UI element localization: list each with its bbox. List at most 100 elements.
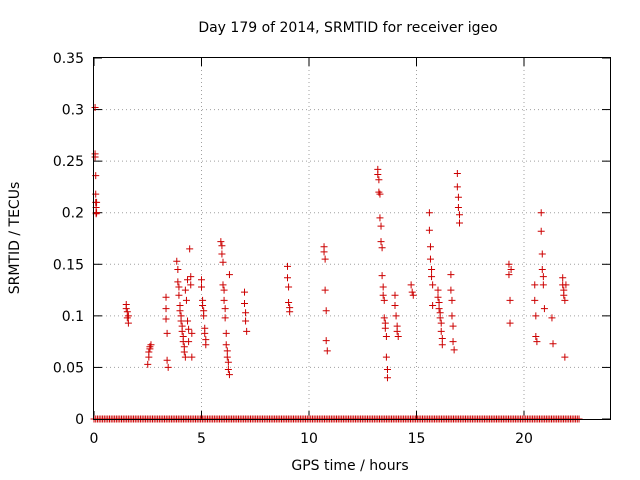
data-point (532, 332, 540, 340)
data-point (548, 314, 556, 322)
data-point (321, 255, 329, 263)
data-points (90, 104, 583, 423)
data-point (531, 281, 539, 289)
data-point (428, 273, 436, 281)
data-point (144, 360, 152, 368)
data-point (505, 260, 513, 268)
data-point (200, 312, 208, 320)
data-point (242, 317, 250, 325)
data-point (561, 353, 569, 361)
data-point (184, 317, 192, 325)
data-point (407, 281, 415, 289)
data-point (538, 265, 546, 273)
data-point (177, 317, 185, 325)
data-point (202, 341, 210, 349)
data-point (184, 276, 192, 284)
data-point (453, 170, 461, 178)
x-tick-label: 0 (90, 431, 99, 447)
y-tick-label: 0 (75, 412, 84, 428)
data-point (428, 265, 436, 273)
data-point (448, 312, 456, 320)
data-point (221, 305, 229, 313)
data-point (454, 204, 462, 212)
data-point (321, 286, 329, 294)
data-point (374, 171, 382, 179)
data-point (181, 286, 189, 294)
data-point (377, 238, 385, 246)
data-point (449, 338, 457, 346)
data-point (285, 283, 293, 291)
data-point (124, 319, 132, 327)
data-point (218, 250, 226, 258)
data-point (180, 348, 188, 356)
data-point (434, 293, 442, 301)
data-point (220, 286, 228, 294)
data-point (284, 274, 291, 282)
data-point (450, 346, 458, 354)
data-point (454, 193, 462, 201)
data-point (241, 288, 248, 296)
data-point (186, 245, 194, 253)
x-tick-label: 20 (515, 431, 533, 447)
data-point (408, 288, 416, 296)
data-point (378, 272, 386, 280)
data-point (219, 258, 227, 266)
data-point (322, 337, 330, 345)
data-point (187, 273, 195, 281)
data-point (436, 314, 444, 322)
data-point (375, 176, 383, 184)
data-point (539, 273, 547, 281)
data-point (561, 296, 569, 304)
data-point (537, 209, 545, 217)
data-point (224, 365, 232, 373)
data-point (199, 302, 207, 310)
data-point (453, 183, 461, 191)
data-point (393, 327, 401, 335)
y-tick-label: 0.05 (53, 360, 84, 376)
data-point (533, 338, 541, 346)
data-point (409, 291, 417, 299)
data-point (198, 283, 205, 291)
data-point (425, 209, 433, 217)
data-point (560, 291, 568, 299)
data-point (456, 211, 463, 219)
data-point (163, 329, 171, 337)
data-point (218, 242, 226, 250)
data-point (201, 329, 209, 337)
data-point (221, 314, 229, 322)
data-point (382, 353, 390, 361)
data-point (222, 341, 230, 349)
data-point (188, 329, 196, 337)
data-point (124, 312, 132, 320)
data-point (429, 302, 437, 310)
data-point (162, 315, 170, 323)
data-point (438, 335, 446, 343)
data-point (225, 371, 233, 379)
data-point (147, 341, 155, 349)
data-point (185, 325, 193, 333)
data-point (178, 327, 186, 335)
data-point (506, 296, 514, 304)
x-axis-label: GPS time / hours (291, 458, 408, 474)
y-tick-label: 0.15 (53, 257, 84, 273)
data-point (538, 250, 546, 258)
data-point (173, 257, 181, 265)
data-point (91, 104, 99, 112)
data-point (562, 281, 570, 289)
data-point (447, 286, 455, 294)
data-point (426, 255, 434, 263)
x-tick-label: 15 (408, 431, 426, 447)
data-point (382, 332, 390, 340)
data-point (162, 293, 170, 301)
data-point (559, 274, 567, 282)
data-point (391, 302, 399, 310)
data-point (425, 226, 433, 234)
data-point (175, 291, 183, 299)
data-point (537, 227, 545, 235)
data-point (507, 265, 515, 273)
y-tick-label: 0.1 (62, 309, 84, 325)
data-point (123, 308, 131, 316)
x-tick-label: 10 (300, 431, 318, 447)
y-tick-label: 0.2 (62, 206, 84, 222)
